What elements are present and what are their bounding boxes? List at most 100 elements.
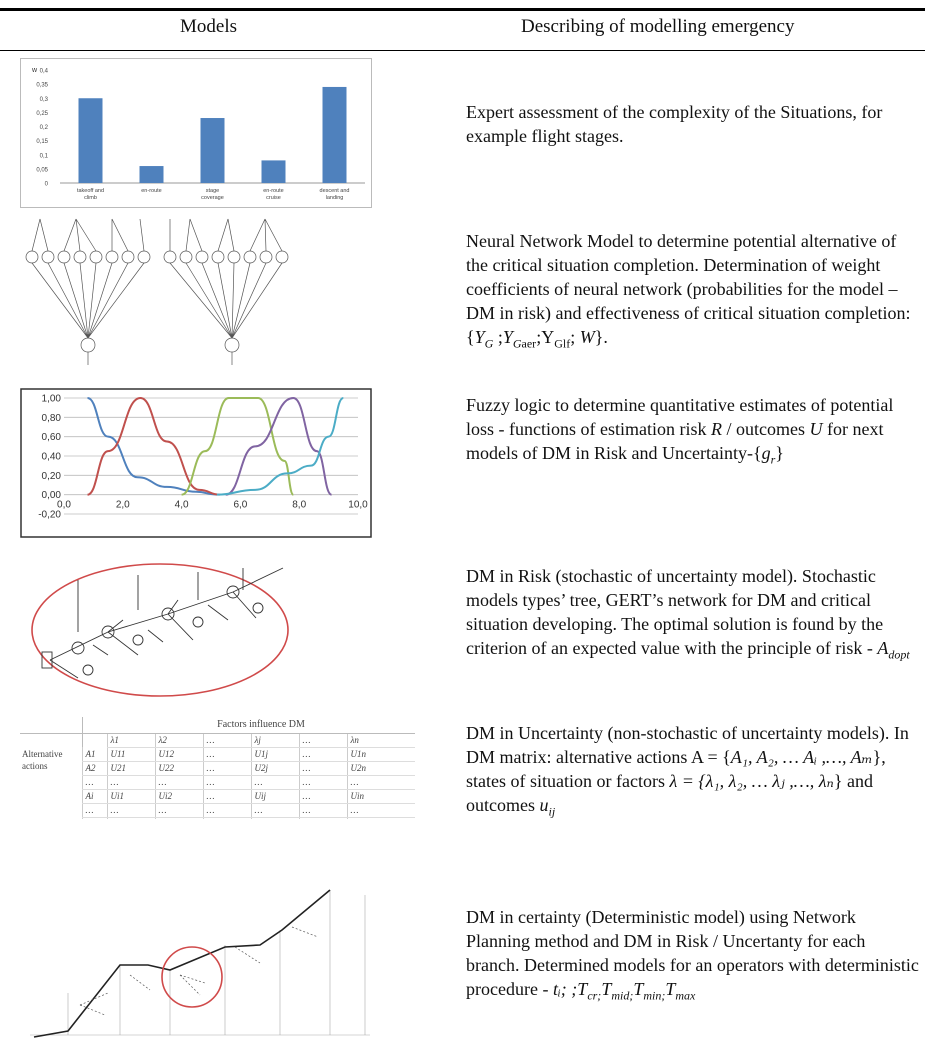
- desc-neural-network: Neural Network Model to determine potent…: [466, 231, 911, 351]
- matrix-row-head: Am: [81, 817, 107, 819]
- matrix-cell: U11: [106, 747, 155, 762]
- matrix-cell: Umn: [346, 817, 415, 819]
- fuzzy-series-line: [225, 396, 333, 496]
- dm-matrix: Factors influence DM λ1 λ2… λj… λn Alternat…: [20, 717, 415, 819]
- matrix-cell: …: [202, 817, 251, 819]
- fuzzy-series-line: [216, 397, 344, 496]
- row-dm-in-uncertainty: Factors influence DM λ1 λ2… λj… λn Alternat…: [0, 713, 925, 838]
- matrix-cell: Um2: [154, 817, 203, 819]
- desc-dm-in-risk: DM in Risk (stochastic of uncertainty mo…: [466, 566, 910, 662]
- matrix-cell: …: [298, 775, 347, 790]
- matrix-cell: …: [298, 789, 347, 804]
- matrix-col-head: …: [298, 733, 347, 748]
- row-expert-assessment: w 0 0,05 0,1 0,15 0,2 0,25 0,3 0,35 0,4 takeoff …: [0, 58, 925, 208]
- bar-ytick-label: 0,3: [40, 97, 49, 103]
- fuzzy-xtick-label: 6,0: [233, 500, 247, 511]
- matrix-cell: …: [298, 761, 347, 776]
- fuzzy-xtick-label: 4,0: [175, 500, 189, 511]
- matrix-cell: …: [154, 803, 203, 818]
- bar-ytick-label: 0,2: [40, 125, 49, 131]
- top-rule: [0, 8, 925, 11]
- header-models: Models: [180, 16, 237, 37]
- matrix-cell: Umj: [250, 817, 299, 819]
- bar-mark: [261, 160, 286, 183]
- row-neural-network: Neural Network Model to determine potent…: [0, 213, 925, 373]
- bar-mark: [322, 86, 347, 183]
- matrix-row-head: …: [81, 803, 107, 818]
- bar-ytick-label: 0,35: [36, 83, 48, 89]
- fuzzy-xtick-label: 10,0: [348, 500, 368, 511]
- fuzzy-ytick-label: 0,00: [42, 490, 62, 501]
- bar-ylabel: w: [31, 67, 38, 74]
- bar-ytick-label: 0,15: [36, 139, 48, 145]
- desc-fuzzy-logic: Fuzzy logic to determine quantitative es…: [466, 395, 894, 467]
- matrix-col-head: λj: [250, 733, 299, 748]
- row-fuzzy-logic: -0,20 0,00 0,20 0,40 0,60 0,80 1,00 0,0 2,0 4,0 6…: [0, 388, 925, 543]
- matrix-cell: U12: [154, 747, 203, 762]
- bar-category-label: takeoff and climb: [77, 188, 104, 201]
- fuzzy-ytick-label: 0,20: [42, 471, 62, 482]
- bar-category-label: stage coverage: [201, 188, 224, 201]
- fuzzy-series-line: [87, 396, 220, 496]
- matrix-cell: U21: [106, 761, 155, 776]
- matrix-row-head: Ai: [81, 789, 107, 804]
- bar-mark: [139, 166, 164, 183]
- bar-ytick-label: 0,1: [40, 153, 49, 159]
- matrix-cell: U1j: [250, 747, 299, 762]
- matrix-cell: …: [298, 817, 347, 819]
- matrix-col-head: λn: [346, 733, 415, 748]
- fuzzy-ytick-label: 1,00: [42, 394, 62, 405]
- bar-mark: [78, 98, 103, 183]
- bar-category-label: en-route: [141, 188, 162, 194]
- fuzzy-xtick-label: 2,0: [116, 500, 130, 511]
- fuzzy-xtick-label: 8,0: [292, 500, 306, 511]
- desc-dm-in-uncertainty: DM in Uncertainty (non-stochastic of unc…: [466, 723, 909, 819]
- matrix-row-head: A1: [81, 747, 107, 762]
- matrix-cell: U22: [154, 761, 203, 776]
- bar-ytick-label: 0,25: [36, 111, 48, 117]
- fuzzy-ytick-label: -0,20: [38, 510, 61, 521]
- matrix-cell: U1n: [346, 747, 415, 762]
- bar-category-label: en-route cruise: [263, 188, 284, 201]
- row-dm-in-certainty: DM in certainty (Deterministic model) us…: [0, 875, 925, 1045]
- matrix-col-head: λ1: [106, 733, 155, 748]
- matrix-cell: …: [298, 747, 347, 762]
- matrix-cell: …: [346, 775, 415, 790]
- matrix-cell: …: [346, 803, 415, 818]
- matrix-cell: Um1: [106, 817, 155, 819]
- header-rule: [0, 50, 925, 51]
- matrix-row-head: A2: [81, 761, 107, 776]
- matrix-cell: …: [106, 775, 155, 790]
- network-planning-diagram: [30, 889, 370, 1038]
- matrix-cell: …: [298, 803, 347, 818]
- bar-mark: [200, 118, 225, 183]
- bar-ytick-label: 0,05: [36, 167, 48, 173]
- fuzzy-xtick-label: 0,0: [57, 500, 71, 511]
- neural-network-diagram: [25, 218, 289, 365]
- matrix-factors-header: Factors influence DM: [107, 717, 415, 734]
- matrix-cell: …: [202, 747, 251, 762]
- matrix-cell: Ui1: [106, 789, 155, 804]
- matrix-cell: U2n: [346, 761, 415, 776]
- fuzzy-line-chart: -0,20 0,00 0,20 0,40 0,60 0,80 1,00 0,0 2,0 4,0 6…: [20, 388, 372, 538]
- fuzzy-series-line: [87, 397, 217, 496]
- bar-chart: w 0 0,05 0,1 0,15 0,2 0,25 0,3 0,35 0,4 takeoff …: [20, 58, 372, 208]
- desc-dm-in-certainty: DM in certainty (Deterministic model) us…: [466, 907, 919, 1003]
- matrix-col-head: …: [202, 733, 251, 748]
- fuzzy-ytick-label: 0,80: [42, 413, 62, 424]
- fuzzy-ytick-label: 0,60: [42, 432, 62, 443]
- matrix-col-head: λ2: [154, 733, 203, 748]
- matrix-cell: …: [106, 803, 155, 818]
- fuzzy-ytick-label: 0,40: [42, 452, 62, 463]
- desc-expert-assessment: Expert assessment of the complexity of t…: [466, 102, 883, 146]
- row-dm-in-risk: DM in Risk (stochastic of uncertainty mo…: [0, 560, 925, 700]
- matrix-row-label-1: Alternative: [22, 749, 63, 759]
- header-description: Describing of modelling emergency: [521, 16, 795, 37]
- matrix-row-head: …: [81, 775, 107, 790]
- matrix-cell: Uin: [346, 789, 415, 804]
- matrix-cell: Ui2: [154, 789, 203, 804]
- fuzzy-series-line: [181, 397, 295, 496]
- matrix-cell: …: [202, 789, 251, 804]
- matrix-cell: …: [202, 761, 251, 776]
- matrix-cell: …: [250, 775, 299, 790]
